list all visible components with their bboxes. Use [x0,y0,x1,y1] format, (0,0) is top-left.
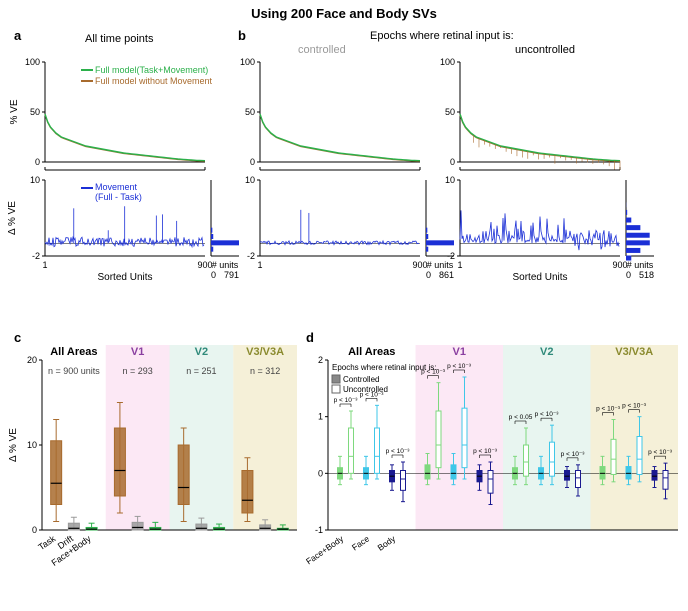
svg-text:V2: V2 [540,346,553,358]
svg-text:900: 900 [197,260,212,270]
svg-text:0: 0 [211,270,216,280]
svg-text:900: 900 [612,260,627,270]
svg-text:p < 10⁻³: p < 10⁻³ [360,391,385,398]
svg-text:518: 518 [639,270,654,280]
svg-text:p < 10⁻³: p < 10⁻³ [622,403,647,410]
svg-text:p < 0.05: p < 0.05 [509,414,533,421]
svg-text:All Areas: All Areas [348,346,395,358]
svg-text:0: 0 [426,270,431,280]
svg-text:0: 0 [318,468,323,478]
svg-text:Full model without Movement: Full model without Movement [95,76,213,86]
svg-text:p < 10⁻³: p < 10⁻³ [648,449,673,456]
svg-text:20: 20 [27,355,37,365]
svg-text:Controlled: Controlled [343,375,379,384]
svg-text:0: 0 [626,270,631,280]
svg-text:100: 100 [25,57,40,67]
panel-a-subtitle: All time points [85,33,153,45]
svg-text:100: 100 [240,57,255,67]
svg-text:861: 861 [439,270,454,280]
svg-text:10: 10 [245,175,255,185]
panel-d-svg: All AreasV1V2V3/V3A-1012Epochs where ret… [298,332,688,602]
svg-text:50: 50 [445,107,455,117]
panel-a-label: a [14,28,21,43]
svg-text:10: 10 [445,175,455,185]
svg-text:V3/V3A: V3/V3A [246,346,284,358]
svg-text:1: 1 [457,260,462,270]
svg-text:p < 10⁻³: p < 10⁻³ [535,411,560,418]
svg-text:100: 100 [440,57,455,67]
svg-text:2: 2 [318,355,323,365]
svg-text:10: 10 [27,440,37,450]
panel-c-svg: All Areas n = 900 units V1 n = 293 V2 n = 251… [4,332,304,602]
svg-text:1: 1 [42,260,47,270]
svg-text:-2: -2 [247,251,255,261]
svg-text:1: 1 [318,412,323,422]
svg-text:Face+Body: Face+Body [304,533,346,566]
svg-text:Δ % VE: Δ % VE [7,201,18,235]
svg-text:n = 293: n = 293 [122,366,152,376]
svg-text:-1: -1 [315,525,323,535]
figure-title: Using 200 Face and Body SVs [0,0,688,21]
svg-text:50: 50 [245,107,255,117]
panel-b-label: b [238,28,246,43]
svg-text:p < 10⁻³: p < 10⁻³ [561,451,586,458]
svg-text:Movement: Movement [95,182,138,192]
svg-text:Full model(Task+Movement): Full model(Task+Movement) [95,65,208,75]
svg-text:10: 10 [30,175,40,185]
svg-text:% VE: % VE [9,99,20,124]
svg-text:Δ % VE: Δ % VE [8,428,19,462]
svg-text:0: 0 [35,157,40,167]
svg-text:0: 0 [450,157,455,167]
svg-text:V2: V2 [195,346,208,358]
svg-text:V1: V1 [453,346,466,358]
svg-text:Face: Face [350,533,371,552]
svg-text:791: 791 [224,270,239,280]
top-row-svg: 050100% VEFull model(Task+Movement)Full … [0,50,688,330]
svg-text:-2: -2 [32,251,40,261]
svg-text:p < 10⁻³: p < 10⁻³ [421,369,446,376]
panel-b-subtitle: Epochs where retinal input is: [370,30,514,42]
svg-text:n = 900 units: n = 900 units [48,366,100,376]
svg-text:# units: # units [212,260,239,270]
svg-text:900: 900 [412,260,427,270]
svg-text:Sorted Units: Sorted Units [97,272,152,283]
svg-text:Body: Body [376,533,398,553]
svg-text:0: 0 [250,157,255,167]
svg-text:All Areas: All Areas [50,346,97,358]
svg-text:# units: # units [427,260,454,270]
svg-text:V1: V1 [131,346,144,358]
svg-text:V3/V3A: V3/V3A [615,346,653,358]
svg-text:n = 251: n = 251 [186,366,216,376]
svg-text:# units: # units [627,260,654,270]
svg-text:p < 10⁻³: p < 10⁻³ [386,448,411,455]
svg-text:p < 10⁻³: p < 10⁻³ [596,406,621,413]
svg-text:0: 0 [32,525,37,535]
svg-text:p < 10⁻³: p < 10⁻³ [447,363,472,370]
svg-text:Sorted Units: Sorted Units [512,272,567,283]
svg-text:n = 312: n = 312 [250,366,280,376]
svg-text:-2: -2 [447,251,455,261]
svg-text:p < 10⁻³: p < 10⁻³ [334,397,359,404]
svg-text:50: 50 [30,107,40,117]
svg-text:(Full - Task): (Full - Task) [95,192,142,202]
svg-text:p < 10⁻³: p < 10⁻³ [473,448,498,455]
svg-text:1: 1 [257,260,262,270]
